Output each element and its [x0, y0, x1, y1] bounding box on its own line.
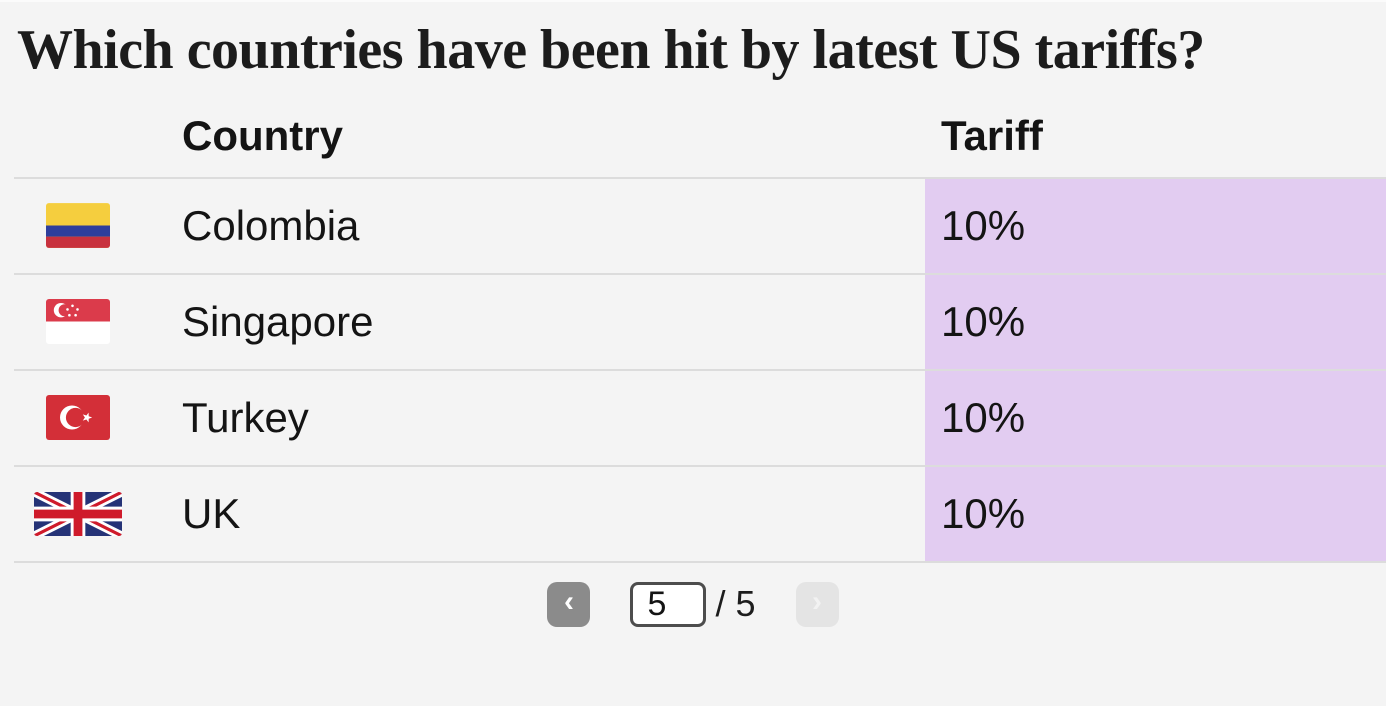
page-total-label: / 5	[715, 583, 755, 625]
total-pages: 5	[735, 583, 756, 625]
tariff-table: Country Tariff Colombia 10% Singapore 10% Tu…	[14, 95, 1386, 563]
colombia-flag-icon	[14, 179, 142, 273]
table-body: Colombia 10% Singapore 10% Turkey 10% UK 10%	[14, 176, 1386, 563]
table-row: Colombia 10%	[14, 176, 1386, 273]
tariff-cell: 10%	[925, 178, 1386, 273]
tariff-cell: 10%	[925, 466, 1386, 561]
next-page-button[interactable]: ›	[795, 581, 839, 627]
table-header-row: Country Tariff	[14, 95, 1386, 177]
country-cell: Turkey	[182, 393, 309, 441]
table-row: Turkey 10%	[14, 368, 1386, 465]
country-cell: UK	[182, 489, 241, 537]
column-header-tariff: Tariff	[941, 111, 1043, 159]
page-title: Which countries have been hit by latest …	[17, 19, 1205, 81]
column-header-country: Country	[182, 111, 343, 159]
singapore-flag-icon	[14, 275, 142, 369]
tariff-cell: 10%	[925, 370, 1386, 465]
bottom-strip	[0, 706, 1386, 714]
uk-flag-icon	[14, 467, 142, 561]
prev-page-button[interactable]: ‹	[547, 581, 591, 627]
country-cell: Singapore	[182, 297, 374, 345]
chevron-right-icon: ›	[812, 585, 823, 619]
table-row: UK 10%	[14, 464, 1386, 563]
tariff-cell: 10%	[925, 274, 1386, 369]
pagination: ‹ / 5 ›	[0, 581, 1386, 627]
country-cell: Colombia	[182, 201, 360, 249]
chevron-left-icon: ‹	[563, 585, 574, 619]
turkey-flag-icon	[14, 371, 142, 465]
page-separator: /	[715, 583, 726, 625]
table-row: Singapore 10%	[14, 272, 1386, 369]
page-number-input[interactable]	[630, 581, 707, 627]
